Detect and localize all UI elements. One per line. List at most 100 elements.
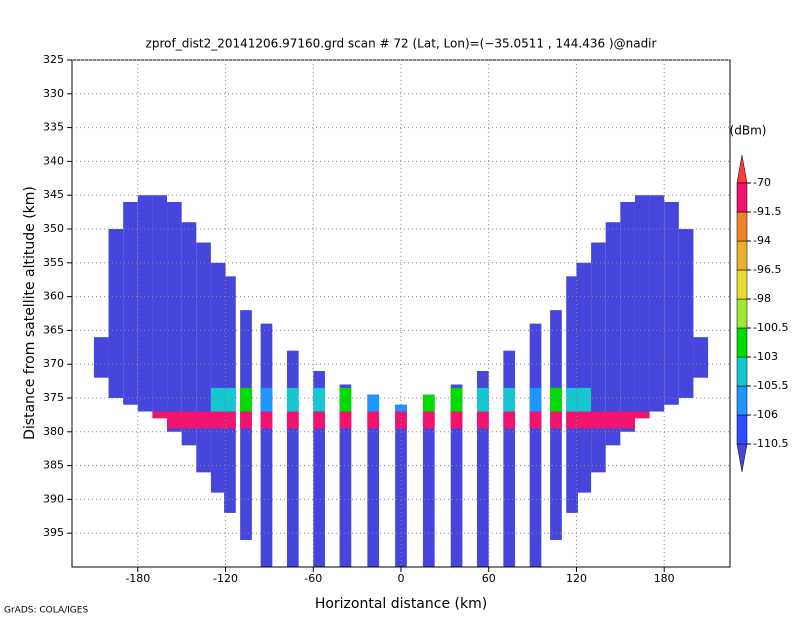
beam-column — [367, 394, 380, 567]
x-tick-label: -60 — [304, 572, 322, 585]
bright-band — [286, 411, 299, 429]
bright-band — [339, 411, 352, 429]
bright-band — [367, 411, 380, 429]
beam-column — [605, 222, 621, 446]
bright-band — [240, 411, 252, 429]
halo-band — [576, 387, 592, 412]
beam-column — [108, 229, 124, 398]
bright-band — [167, 411, 182, 429]
beam-column — [181, 222, 197, 446]
footer: GrADS: COLA/IGES — [4, 606, 88, 616]
colorbar-tick-label: -100.5 — [753, 321, 788, 334]
beam-column — [591, 242, 606, 473]
bright-band — [566, 411, 578, 429]
bright-band — [422, 411, 435, 429]
bright-band — [634, 411, 650, 419]
x-tick-label: -120 — [213, 572, 238, 585]
halo-band — [450, 387, 463, 412]
beam-column — [339, 384, 352, 567]
beam-column — [576, 262, 592, 493]
y-tick-label: 365 — [43, 323, 64, 336]
beam-column — [313, 370, 325, 567]
bright-band — [152, 411, 168, 419]
y-tick-label: 355 — [43, 256, 64, 269]
bright-band — [605, 411, 621, 429]
beam-column — [693, 337, 709, 378]
halo-band — [313, 387, 325, 412]
halo-band — [260, 387, 273, 412]
bright-band — [395, 411, 407, 429]
bright-band — [529, 411, 542, 429]
bright-band — [313, 411, 325, 429]
x-tick-label: 0 — [398, 572, 405, 585]
colorbar-segment — [736, 182, 748, 213]
y-tick-label: 375 — [43, 391, 64, 404]
beam-column — [503, 350, 516, 567]
halo-band — [503, 387, 516, 412]
bright-band — [503, 411, 516, 429]
colorbar-tick-label: -106 — [753, 408, 778, 421]
halo-band — [224, 387, 236, 412]
beam-column — [649, 195, 665, 412]
colorbar-tick-label: -96.5 — [753, 263, 781, 276]
beam-column — [210, 262, 226, 493]
halo-band — [367, 394, 380, 412]
x-tick-label: -180 — [125, 572, 150, 585]
beam-column — [529, 323, 542, 567]
colorbar-tick-label: -103 — [753, 350, 778, 363]
beam-column — [634, 195, 650, 419]
bright-band — [260, 411, 273, 429]
bright-band — [224, 411, 236, 429]
bright-band — [591, 411, 606, 429]
beam-column — [123, 201, 138, 405]
x-tick-label: 120 — [566, 572, 587, 585]
y-tick-label: 340 — [43, 154, 64, 167]
y-tick-label: 380 — [43, 425, 64, 438]
y-tick-label: 395 — [43, 526, 64, 539]
bright-band — [576, 411, 592, 429]
bright-band — [620, 411, 635, 429]
colorbar-cap — [736, 154, 748, 184]
y-tick-label: 335 — [43, 121, 64, 134]
bright-band — [210, 411, 226, 429]
colorbar-segment — [736, 356, 748, 387]
colorbar-segment — [736, 385, 748, 416]
bright-band — [477, 411, 489, 429]
y-tick-label: 350 — [43, 222, 64, 235]
halo-band — [566, 387, 578, 412]
beam-column — [477, 370, 489, 567]
colorbar-label: (dBm) — [730, 124, 767, 138]
beam-column — [286, 350, 299, 567]
x-tick-label: 180 — [654, 572, 675, 585]
bright-band — [196, 411, 211, 429]
beam-column — [664, 201, 679, 405]
beam-column — [422, 394, 435, 567]
bright-band — [450, 411, 463, 429]
beam-column — [620, 201, 635, 432]
halo-band — [529, 387, 542, 412]
colorbar-segment — [736, 327, 748, 358]
colorbar-segment — [736, 269, 748, 300]
halo-band — [286, 387, 299, 412]
colorbar-tick-label: -98 — [753, 292, 771, 305]
beam-column — [167, 201, 182, 432]
colorbar-segment — [736, 298, 748, 329]
beam-column — [152, 195, 168, 419]
x-tick-label: 60 — [482, 572, 496, 585]
beam-column — [93, 337, 109, 378]
y-axis-label: Distance from satellite altitude (km) — [22, 186, 38, 440]
y-tick-label: 345 — [43, 188, 64, 201]
beam-column — [678, 229, 694, 398]
y-tick-label: 385 — [43, 459, 64, 472]
colorbar-segment — [736, 414, 748, 445]
colorbar-segment — [736, 211, 748, 242]
colorbar-tick-label: -105.5 — [753, 379, 788, 392]
beam-column — [260, 323, 273, 567]
chart-title: zprof_dist2_20141206.97160.grd scan # 72… — [146, 37, 657, 51]
bright-band — [550, 411, 562, 429]
colorbar-tick-label: -70 — [753, 176, 771, 189]
colorbar-cap — [736, 443, 748, 473]
x-axis-label: Horizontal distance (km) — [315, 596, 487, 612]
colorbar-tick-label: -91.5 — [753, 205, 781, 218]
